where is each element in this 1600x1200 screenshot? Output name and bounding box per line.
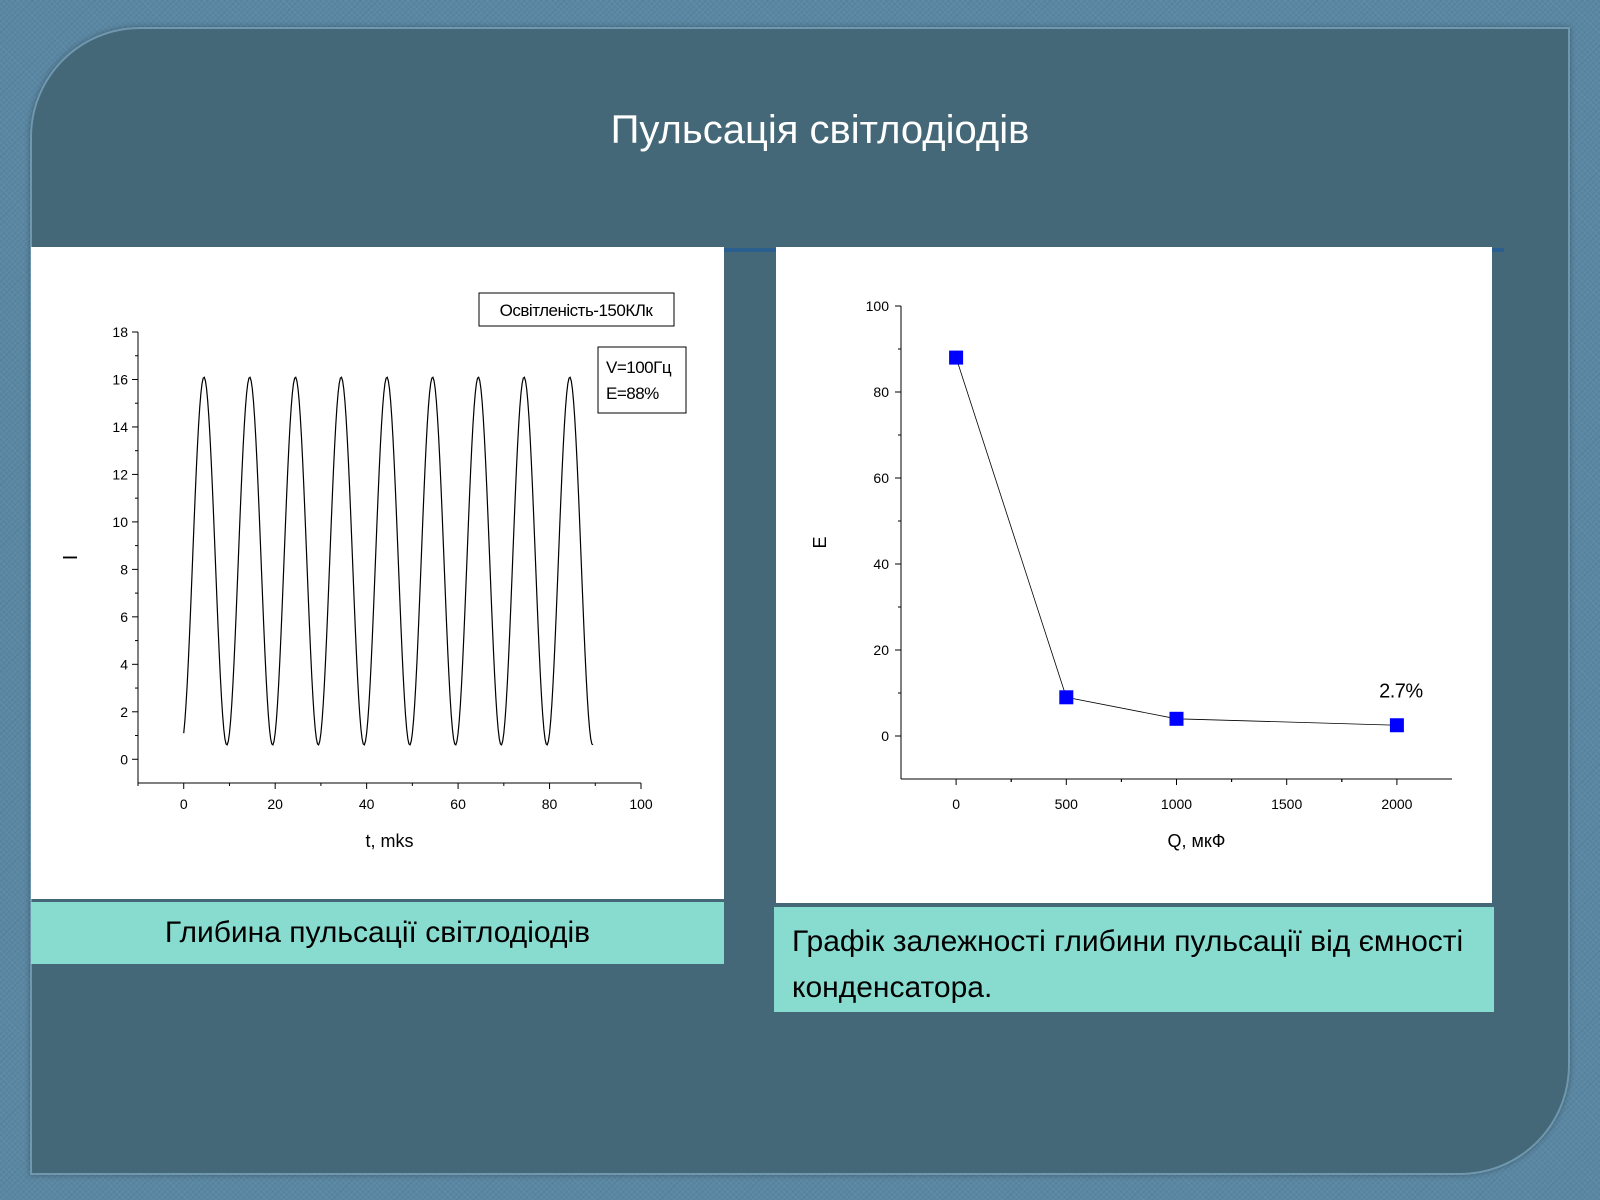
- y-axis-label: E: [810, 536, 830, 548]
- y-tick-label: 4: [120, 656, 128, 672]
- capacitance-chart: 0 20 40 60 80 100 0 500 1000 1500 2000 Q, мкФ E 2.7%: [776, 247, 1492, 903]
- y-tick-label: 18: [112, 324, 128, 340]
- y-tick-label: 60: [873, 470, 889, 486]
- x-tick-label: 0: [952, 796, 960, 812]
- y-tick-label: 12: [112, 466, 128, 482]
- x-tick-label: 1500: [1271, 796, 1302, 812]
- x-tick-label: 20: [267, 796, 283, 812]
- y-tick-label: 6: [120, 609, 128, 625]
- depth-label: E=88%: [606, 384, 659, 403]
- x-tick-label: 40: [359, 796, 375, 812]
- x-tick-label: 0: [180, 796, 188, 812]
- y-tick-label: 10: [112, 514, 128, 530]
- caption-left: Глибина пульсації світлодіодів: [31, 902, 724, 964]
- data-point: [949, 350, 964, 365]
- y-axis-label: I: [60, 555, 82, 561]
- x-tick-label: 60: [450, 796, 466, 812]
- y-tick-label: 8: [120, 561, 128, 577]
- y-tick-label: 14: [112, 419, 128, 435]
- y-tick-label: 0: [881, 728, 889, 744]
- params-box: [597, 346, 687, 414]
- x-tick-label: 100: [629, 796, 653, 812]
- x-tick-label: 500: [1055, 796, 1079, 812]
- y-tick-label: 100: [866, 298, 890, 314]
- x-axis-label: t, mks: [366, 831, 414, 851]
- x-tick-label: 80: [542, 796, 558, 812]
- y-tick-label: 40: [873, 556, 889, 572]
- data-point: [1059, 690, 1074, 705]
- waveform-line: [183, 376, 594, 746]
- x-tick-label: 1000: [1161, 796, 1192, 812]
- illuminance-label: Освітленість-150КЛк: [500, 301, 654, 320]
- x-axis-label: Q, мкФ: [1168, 831, 1226, 851]
- y-tick-label: 80: [873, 384, 889, 400]
- y-tick-label: 16: [112, 371, 128, 387]
- illuminance-box: [478, 292, 675, 327]
- frequency-label: V=100Гц: [606, 358, 672, 377]
- slide-title: Пульсація світлодіодів: [610, 108, 1030, 152]
- pulsation-chart: 0 2 4 6 8 10 12 14 16 18 0 20 40 60 80 100 t, mks I Освітл…: [31, 247, 724, 899]
- y-tick-label: 2: [120, 704, 128, 720]
- min-depth-annotation: 2.7%: [1379, 680, 1423, 702]
- data-line: [955, 357, 1397, 726]
- caption-right: Графік залежності глибини пульсації від …: [774, 907, 1494, 1012]
- x-tick-label: 2000: [1381, 796, 1412, 812]
- pulsation-chart-svg: 0 2 4 6 8 10 12 14 16 18 0 20 40 60 80 100 t, mks I Освітл…: [60, 292, 687, 851]
- data-point: [1169, 711, 1184, 726]
- data-point: [1389, 718, 1404, 733]
- y-tick-label: 0: [120, 751, 128, 767]
- y-tick-label: 20: [873, 642, 889, 658]
